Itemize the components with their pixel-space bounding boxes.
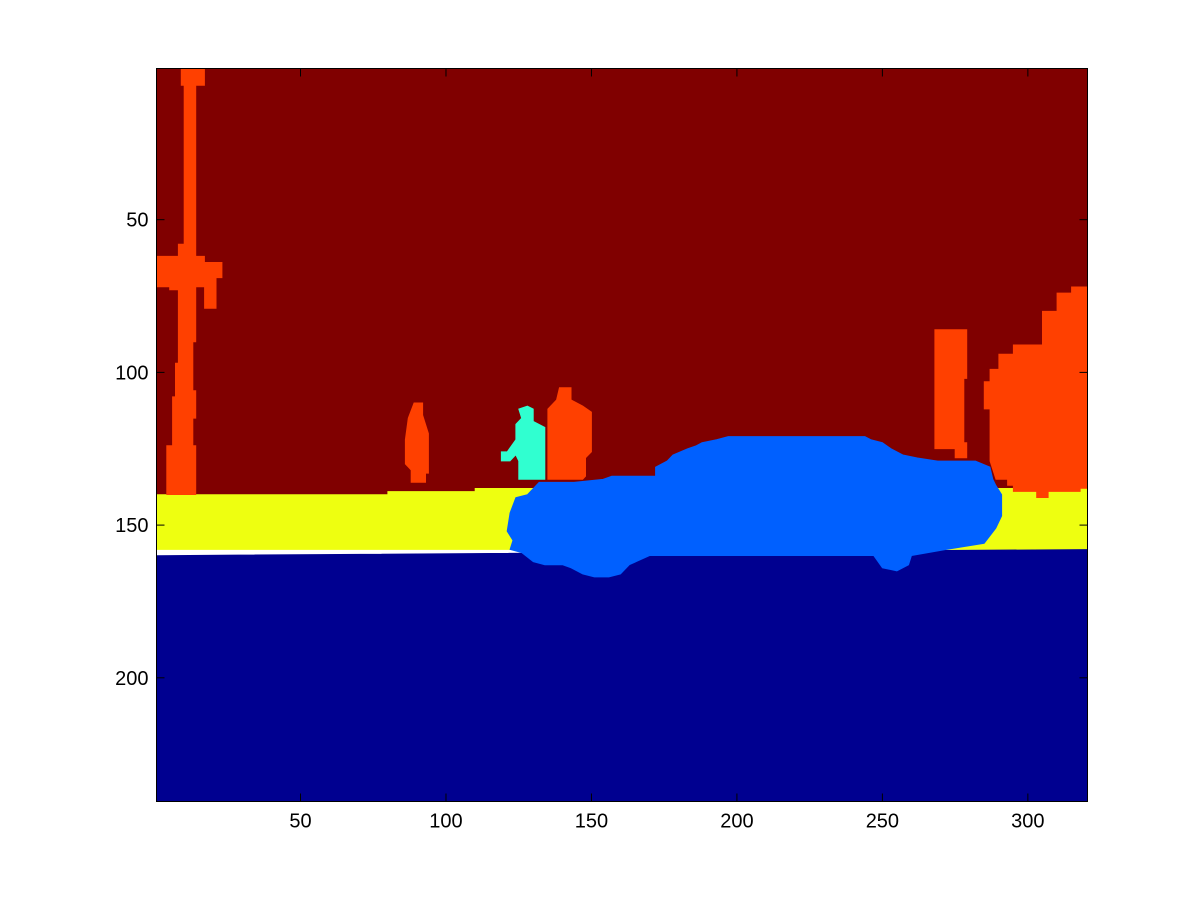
region-pedestrian-6 xyxy=(500,405,546,480)
region-pole-tree-4 xyxy=(404,402,429,483)
region-pole-tree-3 xyxy=(156,68,223,496)
region-pole-tree-5 xyxy=(547,387,592,480)
x-tick-label: 200 xyxy=(720,811,753,833)
y-tick-label: 200 xyxy=(115,668,148,690)
region-pole-tree-8 xyxy=(983,286,1088,499)
axes-frame xyxy=(156,68,1088,802)
x-tick-label: 250 xyxy=(866,811,899,833)
y-tick-label: 100 xyxy=(115,362,148,384)
x-tick-label: 150 xyxy=(575,811,608,833)
x-tick-label: 300 xyxy=(1011,811,1044,833)
region-road-2 xyxy=(156,549,1088,802)
y-axis: 50 100 150 200 xyxy=(115,210,1088,690)
y-tick-label: 150 xyxy=(115,515,148,537)
region-pole-tree-7 xyxy=(934,329,968,459)
x-axis: 50 100 150 200 250 300 xyxy=(289,68,1045,833)
region-sky-0 xyxy=(156,68,1088,499)
x-tick-label: 50 xyxy=(289,811,311,833)
x-tick-label: 100 xyxy=(429,811,462,833)
y-tick-label: 50 xyxy=(126,210,148,232)
region-car-9 xyxy=(506,436,1003,578)
plot-area xyxy=(156,68,1088,802)
